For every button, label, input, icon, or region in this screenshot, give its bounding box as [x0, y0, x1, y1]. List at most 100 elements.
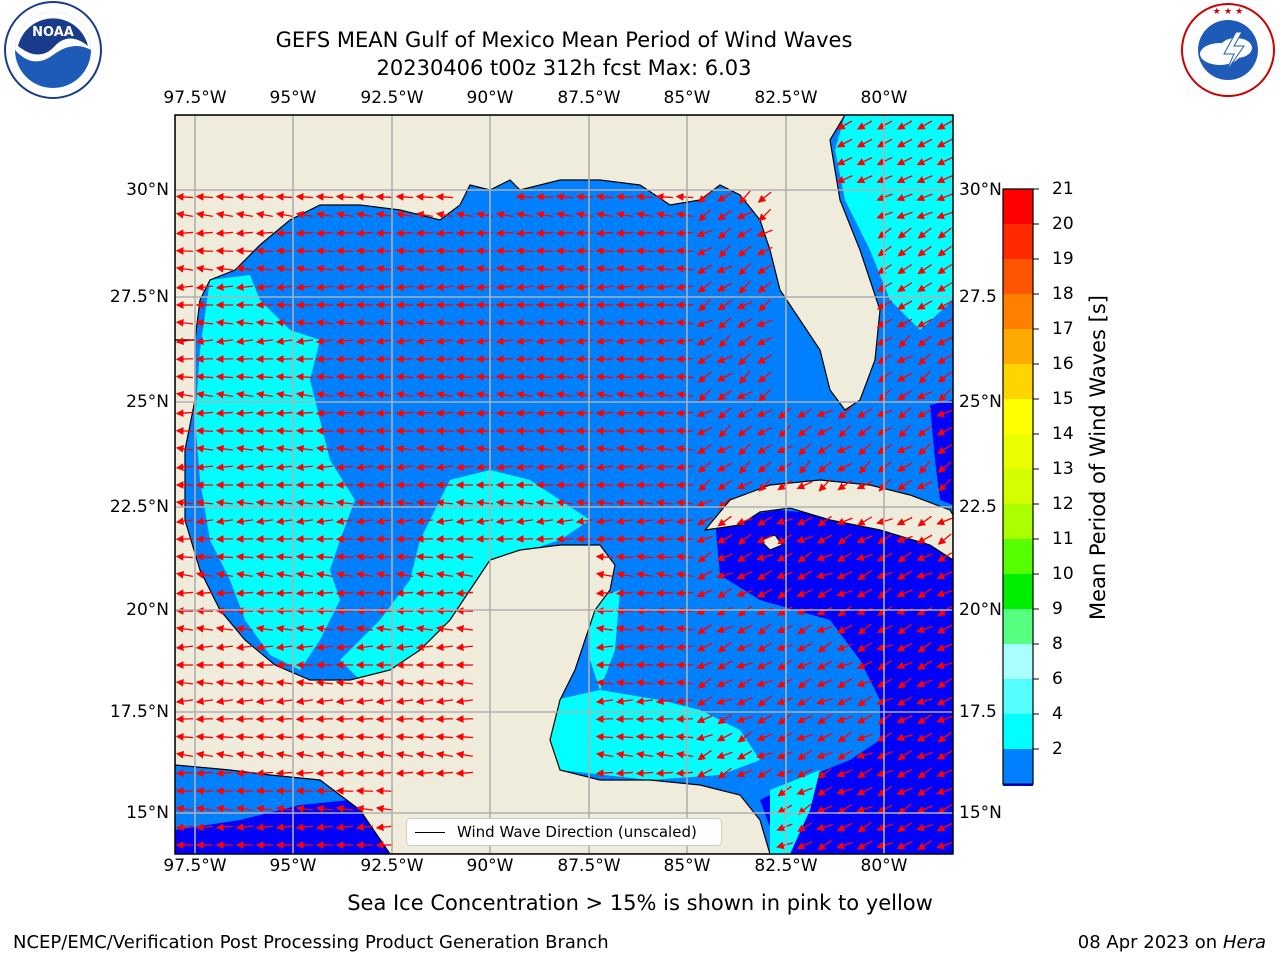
wind-wave-arrow — [255, 193, 274, 201]
wind-wave-arrow — [916, 481, 933, 490]
wind-wave-arrow — [635, 193, 654, 201]
wind-wave-arrow — [797, 425, 812, 437]
legend-line-icon — [415, 831, 445, 833]
wind-wave-arrow — [335, 373, 354, 381]
wind-wave-arrow — [335, 697, 354, 706]
wind-wave-arrow — [255, 787, 274, 795]
wind-wave-arrow — [675, 337, 694, 346]
wind-wave-arrow — [836, 571, 853, 580]
wind-wave-arrow — [195, 804, 214, 813]
wind-wave-arrow — [235, 570, 253, 579]
wind-wave-arrow — [395, 589, 414, 597]
wind-wave-arrow — [315, 427, 334, 435]
wind-wave-arrow — [335, 769, 354, 777]
wind-wave-arrow — [717, 767, 732, 779]
wind-wave-arrow — [315, 589, 334, 597]
wind-wave-arrow — [295, 678, 314, 687]
wind-wave-arrow — [917, 425, 932, 437]
wind-wave-arrow — [655, 535, 674, 543]
wind-wave-arrow — [917, 786, 933, 796]
wind-wave-arrow — [635, 355, 654, 363]
wind-wave-arrow — [876, 823, 893, 832]
lon-tick-top: 85°W — [663, 88, 711, 108]
wind-wave-arrow — [355, 337, 374, 346]
wind-wave-arrow — [736, 750, 753, 760]
wind-wave-arrow — [335, 444, 354, 453]
wind-wave-arrow — [675, 427, 694, 435]
wind-wave-arrow — [375, 787, 394, 795]
footer-date-text: 08 Apr 2023 on — [1077, 932, 1223, 953]
wind-wave-arrow — [415, 498, 434, 507]
wind-wave-arrow — [515, 517, 534, 526]
wind-wave-arrow — [395, 373, 414, 381]
wind-wave-arrow — [635, 750, 653, 759]
wind-wave-arrow — [797, 696, 813, 706]
wind-wave-arrow — [917, 408, 933, 418]
wind-wave-arrow — [235, 787, 254, 795]
wind-wave-arrow — [355, 247, 374, 255]
wind-wave-arrow — [655, 193, 674, 201]
wind-wave-arrow — [595, 733, 614, 741]
wind-wave-arrow — [756, 679, 773, 688]
wind-wave-arrow — [295, 517, 314, 526]
wind-wave-arrow — [215, 624, 234, 633]
wind-wave-arrow — [435, 390, 453, 399]
lon-tick-top: 90°W — [466, 88, 514, 108]
wind-wave-arrow — [255, 264, 274, 273]
wind-wave-arrow — [395, 517, 414, 526]
wind-wave-arrow — [655, 390, 673, 399]
wind-wave-arrow — [355, 427, 374, 435]
wind-wave-arrow — [295, 318, 314, 327]
lon-tick-top: 80°W — [860, 88, 908, 108]
wind-wave-arrow — [175, 210, 193, 219]
wind-wave-arrow — [697, 354, 713, 365]
wind-wave-arrow — [455, 444, 474, 453]
wind-wave-arrow — [415, 390, 433, 399]
chart-title: GEFS MEAN Gulf of Mexico Mean Period of … — [275, 28, 853, 52]
wind-wave-arrow — [575, 318, 594, 327]
wind-wave-arrow — [235, 463, 254, 472]
lon-tick-bottom: 85°W — [663, 856, 711, 876]
wind-wave-arrow — [395, 607, 414, 615]
wind-wave-arrow — [916, 823, 933, 832]
wind-wave-arrow — [275, 283, 294, 292]
wind-wave-arrow — [335, 409, 354, 417]
wind-wave-arrow — [697, 551, 712, 563]
wind-wave-arrow — [215, 787, 234, 795]
wind-wave-arrow — [838, 424, 851, 438]
wind-wave-arrow — [816, 571, 833, 580]
wind-wave-arrow — [776, 643, 793, 652]
wind-wave-arrow — [756, 246, 773, 256]
wind-wave-arrow — [435, 210, 453, 219]
wind-wave-arrow — [455, 769, 474, 777]
wind-wave-arrow — [615, 498, 634, 507]
wind-wave-arrow — [817, 767, 832, 779]
wind-wave-arrow — [816, 426, 833, 436]
wind-wave-arrow — [375, 390, 393, 399]
wind-wave-arrow — [315, 390, 333, 399]
wind-wave-arrow — [495, 337, 514, 346]
wind-wave-arrow — [917, 767, 932, 779]
wind-wave-arrow — [675, 373, 694, 381]
wind-wave-arrow — [635, 733, 654, 741]
wind-wave-arrow — [195, 283, 214, 292]
wind-wave-arrow — [375, 804, 394, 813]
wind-wave-arrow — [635, 607, 654, 615]
wind-wave-arrow — [375, 318, 394, 327]
wind-wave-arrow — [615, 409, 634, 417]
wind-wave-arrow — [595, 264, 614, 273]
wind-wave-arrow — [696, 426, 713, 436]
wind-wave-arrow — [675, 697, 694, 706]
wind-wave-arrow — [575, 373, 594, 381]
wind-wave-arrow — [215, 498, 234, 507]
wind-wave-arrow — [856, 733, 873, 742]
ocean-band-4-6-west — [195, 275, 355, 670]
wind-wave-arrow — [255, 427, 274, 435]
wind-wave-arrow — [355, 373, 374, 381]
wind-wave-arrow — [295, 697, 314, 706]
wind-wave-arrow — [255, 769, 274, 777]
wind-wave-arrow — [215, 570, 233, 579]
wind-wave-arrow — [335, 427, 354, 435]
wind-wave-arrow — [315, 283, 334, 292]
